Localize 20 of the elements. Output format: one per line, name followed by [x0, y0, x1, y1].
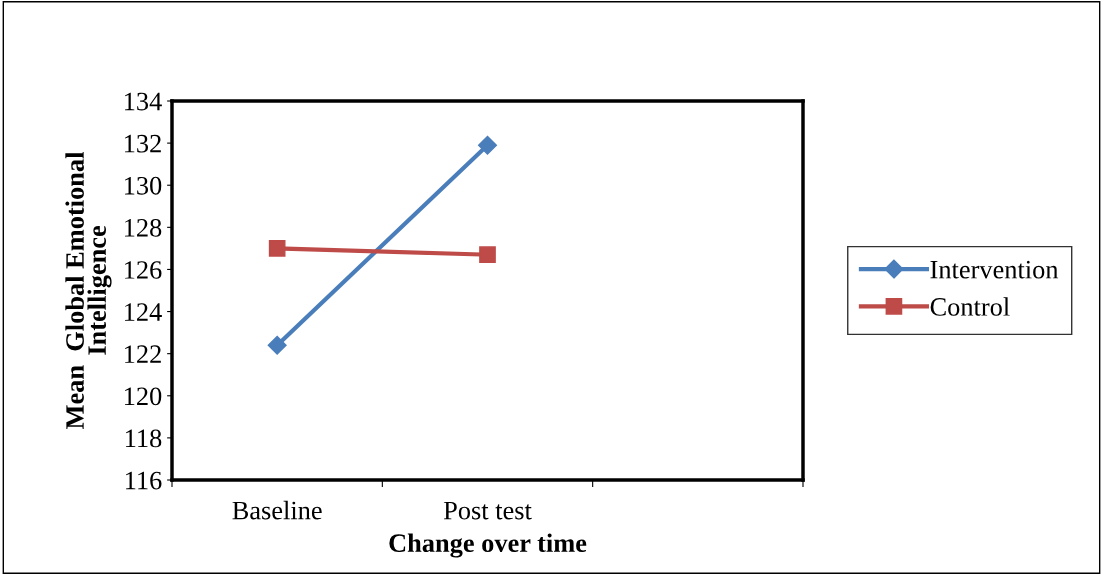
y-tick-label: 124 [125, 303, 162, 321]
x-tick-label: Baseline [232, 500, 322, 520]
legend-label: Intervention [930, 260, 1059, 279]
y-axis-title: Mean Global Emotional Intelligence [65, 152, 112, 429]
y-tick-label: 130 [125, 176, 162, 195]
point [267, 335, 287, 355]
point [268, 240, 286, 257]
point [477, 135, 498, 155]
y-tick-label: 132 [125, 134, 161, 153]
y-tick-label: 118 [126, 429, 162, 448]
legend-label: Control [930, 297, 1010, 316]
y-tick-label: 120 [125, 387, 162, 406]
x-axis-title: Change over time [389, 533, 587, 558]
point [479, 246, 496, 264]
y-tick-label: 126 [125, 261, 162, 279]
y-tick-label: 116 [126, 471, 162, 490]
y-tick-label: 128 [125, 218, 162, 237]
y-tick-label: 134 [125, 92, 162, 111]
y-tick-label: 122 [125, 345, 161, 363]
x-tick-label: Post test [443, 501, 532, 520]
